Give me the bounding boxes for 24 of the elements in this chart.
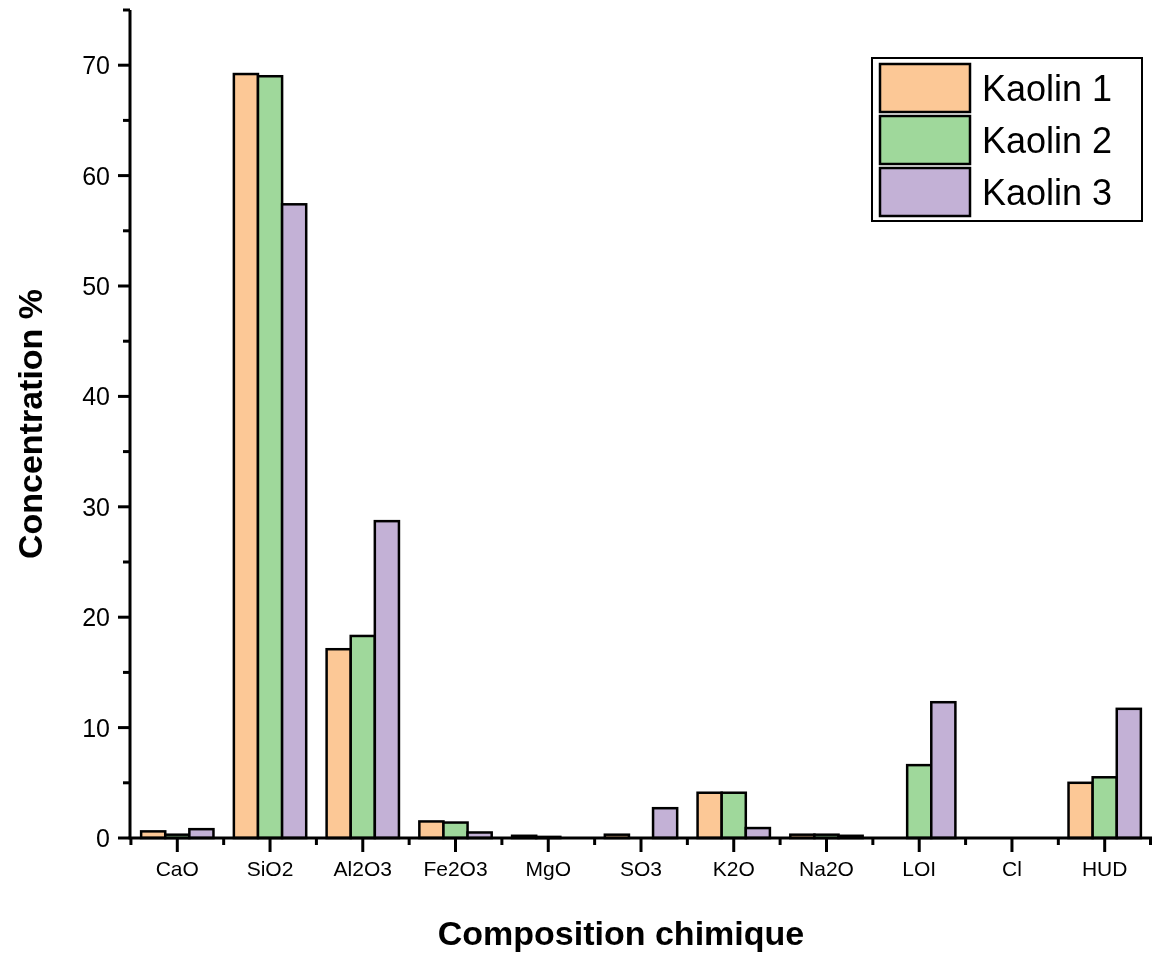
y-tick-label: 20 xyxy=(82,603,110,632)
y-tick-label: 30 xyxy=(82,492,110,521)
x-tick-label: LOI xyxy=(902,856,937,880)
legend-label: Kaolin 1 xyxy=(982,67,1113,109)
x-tick-label: SO3 xyxy=(619,856,663,880)
x-tick-label: CaO xyxy=(155,856,199,880)
legend-label: Kaolin 3 xyxy=(982,171,1113,213)
x-tick-label: HUD xyxy=(1081,856,1128,880)
y-tick-label: 0 xyxy=(96,824,110,852)
y-axis-title: Concentration % xyxy=(11,288,49,560)
y-tick-label: 60 xyxy=(82,161,110,190)
x-axis-title: Composition chimique xyxy=(437,914,805,952)
x-tick-label: Fe2O3 xyxy=(423,856,488,880)
x-tick-label: K2O xyxy=(712,856,755,880)
x-tick-label: SiO2 xyxy=(246,856,294,880)
x-tick-label: Na2O xyxy=(799,856,854,880)
x-tick-label: Al2O3 xyxy=(333,856,392,880)
x-tick-label: MgO xyxy=(525,856,572,880)
legend-label: Kaolin 2 xyxy=(982,119,1113,161)
y-tick-label: 50 xyxy=(82,272,110,300)
y-tick-label: 40 xyxy=(82,382,110,411)
x-tick-label: Cl xyxy=(1002,856,1022,880)
y-tick-label: 10 xyxy=(82,713,110,742)
y-tick-label: 70 xyxy=(82,51,110,80)
